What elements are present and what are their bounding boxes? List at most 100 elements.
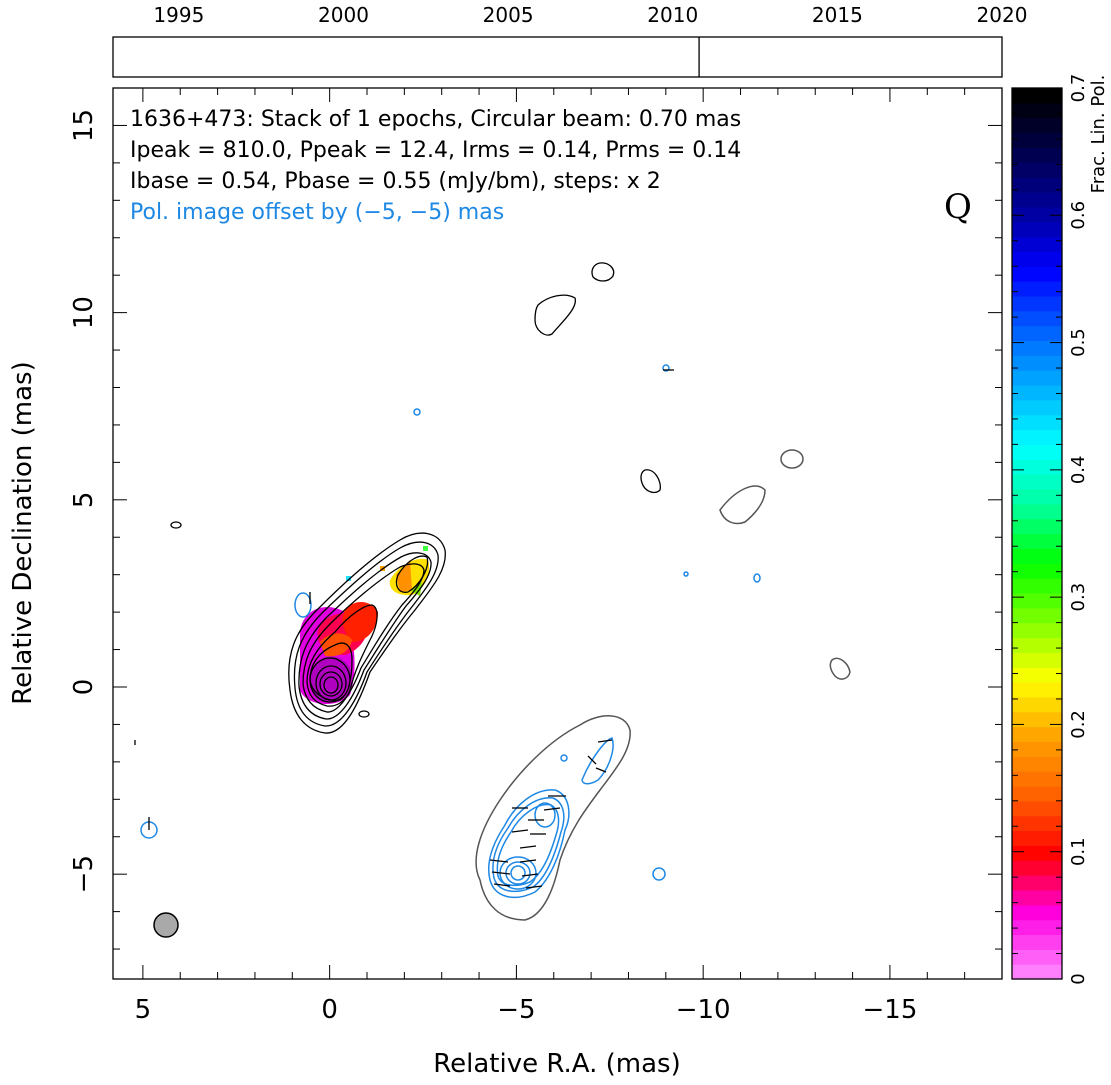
colorbar-tick-label: 0.7 xyxy=(1068,74,1089,103)
colorbar-stripe xyxy=(1012,607,1062,624)
timeline-year-label: 2000 xyxy=(318,3,369,27)
i-contour-blob-1 xyxy=(591,262,615,282)
colorbar: 0 0.1 0.2 0.3 0.4 0.5 0.6 0.7 Frac. Lin. Pol. xyxy=(1011,74,1109,985)
colorbar-tick-label: 0.6 xyxy=(1068,201,1089,230)
colorbar-tick-label: 0.1 xyxy=(1068,837,1089,866)
colorbar-tick-label: 0.5 xyxy=(1068,328,1089,357)
axis-ticks xyxy=(113,87,1003,979)
colorbar-stripe xyxy=(1012,221,1062,238)
colorbar-stripe xyxy=(1012,637,1062,653)
i-contour-1 xyxy=(288,532,446,734)
colorbar-stripe xyxy=(1012,889,1062,906)
colorbar-stripe xyxy=(1012,964,1062,980)
colorbar-stripe xyxy=(1012,592,1062,609)
evpa-tick xyxy=(519,845,537,849)
colorbar-ticks: 0 0.1 0.2 0.3 0.4 0.5 0.6 0.7 xyxy=(1012,74,1089,985)
colorbar-tick-label: 0.4 xyxy=(1068,456,1089,485)
pol-pixel-cyan xyxy=(346,576,351,581)
colorbar-stripe xyxy=(1012,503,1062,520)
evpa-tick xyxy=(519,859,537,863)
colorbar-stripe xyxy=(1012,488,1062,505)
colorbar-stripe xyxy=(1012,860,1062,876)
colorbar-stripe xyxy=(1012,325,1062,342)
colorbar-stripe xyxy=(1012,667,1062,683)
negative-contour-blob-2 xyxy=(780,449,804,469)
colorbar-stripe xyxy=(1012,696,1062,713)
timeline-year-label: 2015 xyxy=(812,3,863,27)
p-contour-3 xyxy=(496,803,560,887)
i-contour-8 xyxy=(315,665,347,701)
pol-pixel-red xyxy=(342,602,378,642)
evpa-tick xyxy=(595,767,607,773)
colorbar-stripe xyxy=(1012,310,1062,327)
p-contour-1 xyxy=(488,789,570,899)
colorbar-stripe xyxy=(1012,88,1062,104)
evpa-tick xyxy=(521,873,539,877)
evpa-tick xyxy=(511,829,529,833)
info-line-2: Ipeak = 810.0, Ppeak = 12.4, Irms = 0.14… xyxy=(130,138,741,163)
colorbar-stripe xyxy=(1012,622,1062,639)
colorbar-stripe xyxy=(1012,711,1062,728)
p-contour-2 xyxy=(492,797,565,893)
i-contour-9 xyxy=(319,671,343,697)
pol-pixel-green-tip xyxy=(423,546,428,551)
colorbar-stripe xyxy=(1012,652,1062,668)
colorbar-stripe xyxy=(1012,949,1062,965)
colorbar-stripe xyxy=(1012,533,1062,549)
x-tick-label: −5 xyxy=(497,995,535,1025)
beam-ellipse xyxy=(153,912,179,938)
map-frame xyxy=(112,87,1003,980)
colorbar-stripe xyxy=(1012,785,1062,802)
colorbar-gradient xyxy=(1012,88,1062,980)
colorbar-stripe xyxy=(1012,370,1062,386)
evpa-vectors xyxy=(148,369,674,889)
colorbar-stripe xyxy=(1012,578,1062,594)
colorbar-tick-label: 0 xyxy=(1068,973,1089,984)
polarized-intensity-contours xyxy=(140,364,761,899)
timeline-year-label: 2020 xyxy=(977,3,1028,27)
colorbar-stripe xyxy=(1012,459,1062,475)
colorbar-stripe xyxy=(1012,726,1062,742)
x-tick-label: 0 xyxy=(321,995,338,1025)
p-contour-core-3 xyxy=(510,865,526,881)
colorbar-stripe xyxy=(1012,102,1062,119)
y-tick-label: 0 xyxy=(69,679,99,696)
x-tick-label: 5 xyxy=(135,995,152,1025)
colorbar-stripe xyxy=(1012,414,1062,431)
colorbar-frame xyxy=(1011,87,1063,980)
p-contour-blob-4 xyxy=(662,364,670,372)
colorbar-stripe xyxy=(1012,429,1062,445)
negative-contours xyxy=(475,449,851,921)
negative-contour-blob-3 xyxy=(829,657,851,680)
colorbar-tick-label: 0.2 xyxy=(1068,710,1089,739)
p-contour-blob-5 xyxy=(683,571,689,577)
quality-flag: Q xyxy=(944,187,972,227)
colorbar-label: Frac. Lin. Pol. xyxy=(1088,75,1109,194)
timeline-strip: 1995 2000 2005 2010 2015 2020 xyxy=(112,3,1028,78)
info-line-3: Ibase = 0.54, Pbase = 0.55 (mJy/bm), ste… xyxy=(130,169,661,194)
axis-tick-labels: 5 0 −5 −10 −15 −5 0 5 10 15 xyxy=(69,109,917,1025)
y-tick-label: −5 xyxy=(69,855,99,893)
stokes-i-contours xyxy=(134,262,661,745)
colorbar-tick-label: 0.3 xyxy=(1068,583,1089,612)
i-contour-blob-4 xyxy=(170,521,182,529)
i-contour-7 xyxy=(309,657,351,703)
colorbar-stripe xyxy=(1012,266,1062,282)
colorbar-stripe xyxy=(1012,815,1062,832)
negative-contour-blob-1 xyxy=(719,485,766,525)
i-contour-10 xyxy=(323,676,339,694)
p-contour-jet xyxy=(581,737,614,785)
timeline-frame xyxy=(112,36,1003,78)
colorbar-stripe xyxy=(1012,771,1062,787)
y-axis-label: Relative Declination (mas) xyxy=(8,361,38,704)
map-content xyxy=(134,262,851,921)
colorbar-stripe xyxy=(1012,385,1062,401)
evpa-tick xyxy=(597,739,613,743)
colorbar-stripe xyxy=(1012,147,1062,163)
p-contour-blob-7 xyxy=(652,867,666,881)
timeline-year-label: 2005 xyxy=(483,3,534,27)
timeline-year-label: 2010 xyxy=(647,3,698,27)
p-contour-blob-2 xyxy=(294,592,312,618)
colorbar-stripe xyxy=(1012,830,1062,846)
